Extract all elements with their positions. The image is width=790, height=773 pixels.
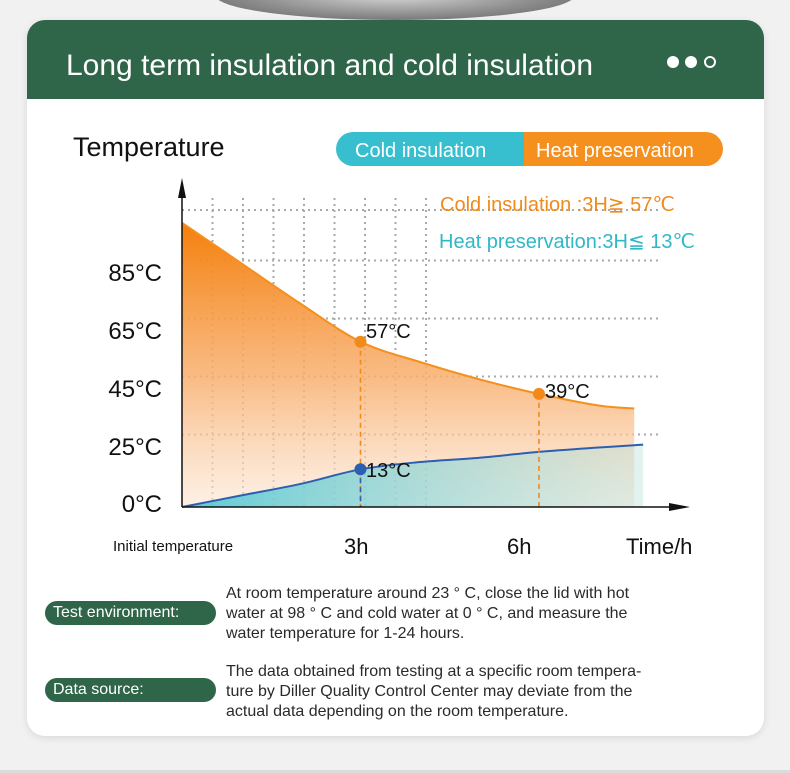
page-divider (0, 770, 790, 773)
legend-heat-swatch (524, 132, 723, 166)
y-tick-label: 45°C (108, 376, 162, 403)
data-point (354, 335, 367, 348)
x-tick-label-initial: Initial temperature (113, 538, 233, 555)
y-tick-label: 85°C (108, 260, 162, 287)
cold-insulation-line (181, 443, 644, 508)
series-lines (181, 221, 644, 508)
note-line: ture by Diller Quality Control Center ma… (226, 683, 633, 700)
data-source-label: Data source: (45, 678, 216, 702)
data-label-13: 13°C (366, 460, 411, 482)
temperature-chart: Temperature Cold insulation Heat preserv… (73, 132, 723, 559)
data-label-39: 39°C (545, 381, 590, 403)
legend-cold-label: Cold insulation (355, 140, 486, 162)
note-line: water at 98 ° C and cold water at 0 ° C,… (226, 605, 628, 622)
y-tick-label: 65°C (108, 318, 162, 345)
y-tick-label: 0°C (122, 491, 162, 518)
point-markers (354, 335, 545, 507)
heat-preservation-line (181, 221, 635, 410)
test-environment-text: At room temperature around 23 ° C, close… (226, 584, 706, 644)
chart-axes (178, 178, 690, 511)
series-areas (182, 222, 644, 508)
x-tick-label-6h: 6h (507, 534, 531, 559)
x-axis-title: Time/h (626, 534, 692, 559)
annotation-heat: Heat preservation:3H≦ 13℃ (439, 231, 695, 253)
y-axis-title: Temperature (73, 132, 225, 162)
note-line: actual data depending on the room temper… (226, 703, 569, 720)
page-dot-2[interactable] (685, 56, 697, 68)
page-dot-3[interactable] (704, 56, 716, 68)
series-legend: Cold insulation Heat preservation (336, 132, 723, 166)
x-tick-labels: Initial temperature 3h 6h Time/h (113, 534, 692, 559)
x-tick-label-3h: 3h (344, 534, 368, 559)
cold-insulation-area (182, 444, 644, 507)
test-environment-label: Test environment: (45, 601, 216, 625)
data-labels: 57°C 39°C 13°C (366, 321, 590, 482)
data-label-57: 57°C (366, 321, 411, 343)
annotation-cold: Cold insulation :3H≧ 57℃ (440, 194, 675, 216)
insulation-info-card: Long term insulation and cold insulation… (27, 20, 764, 736)
x-axis-arrow (669, 503, 690, 511)
note-line: At room temperature around 23 ° C, close… (226, 585, 630, 602)
data-source-text: The data obtained from testing at a spec… (226, 662, 706, 722)
y-tick-label: 25°C (108, 434, 162, 461)
y-axis-arrow (178, 178, 186, 198)
product-image-edge (215, 0, 575, 20)
data-point (533, 387, 545, 400)
page-dot-1[interactable] (667, 56, 679, 68)
note-line: The data obtained from testing at a spec… (226, 663, 642, 680)
legend-heat-label: Heat preservation (536, 140, 694, 162)
y-tick-labels: 85°C 65°C 45°C 25°C 0°C (108, 260, 162, 518)
card-header: Long term insulation and cold insulation (27, 20, 764, 99)
heat-preservation-area (182, 222, 635, 508)
legend-cold-swatch (336, 132, 524, 166)
card-title: Long term insulation and cold insulation (66, 49, 594, 82)
data-point (354, 463, 367, 476)
note-line: water temperature for 1-24 hours. (226, 625, 465, 642)
